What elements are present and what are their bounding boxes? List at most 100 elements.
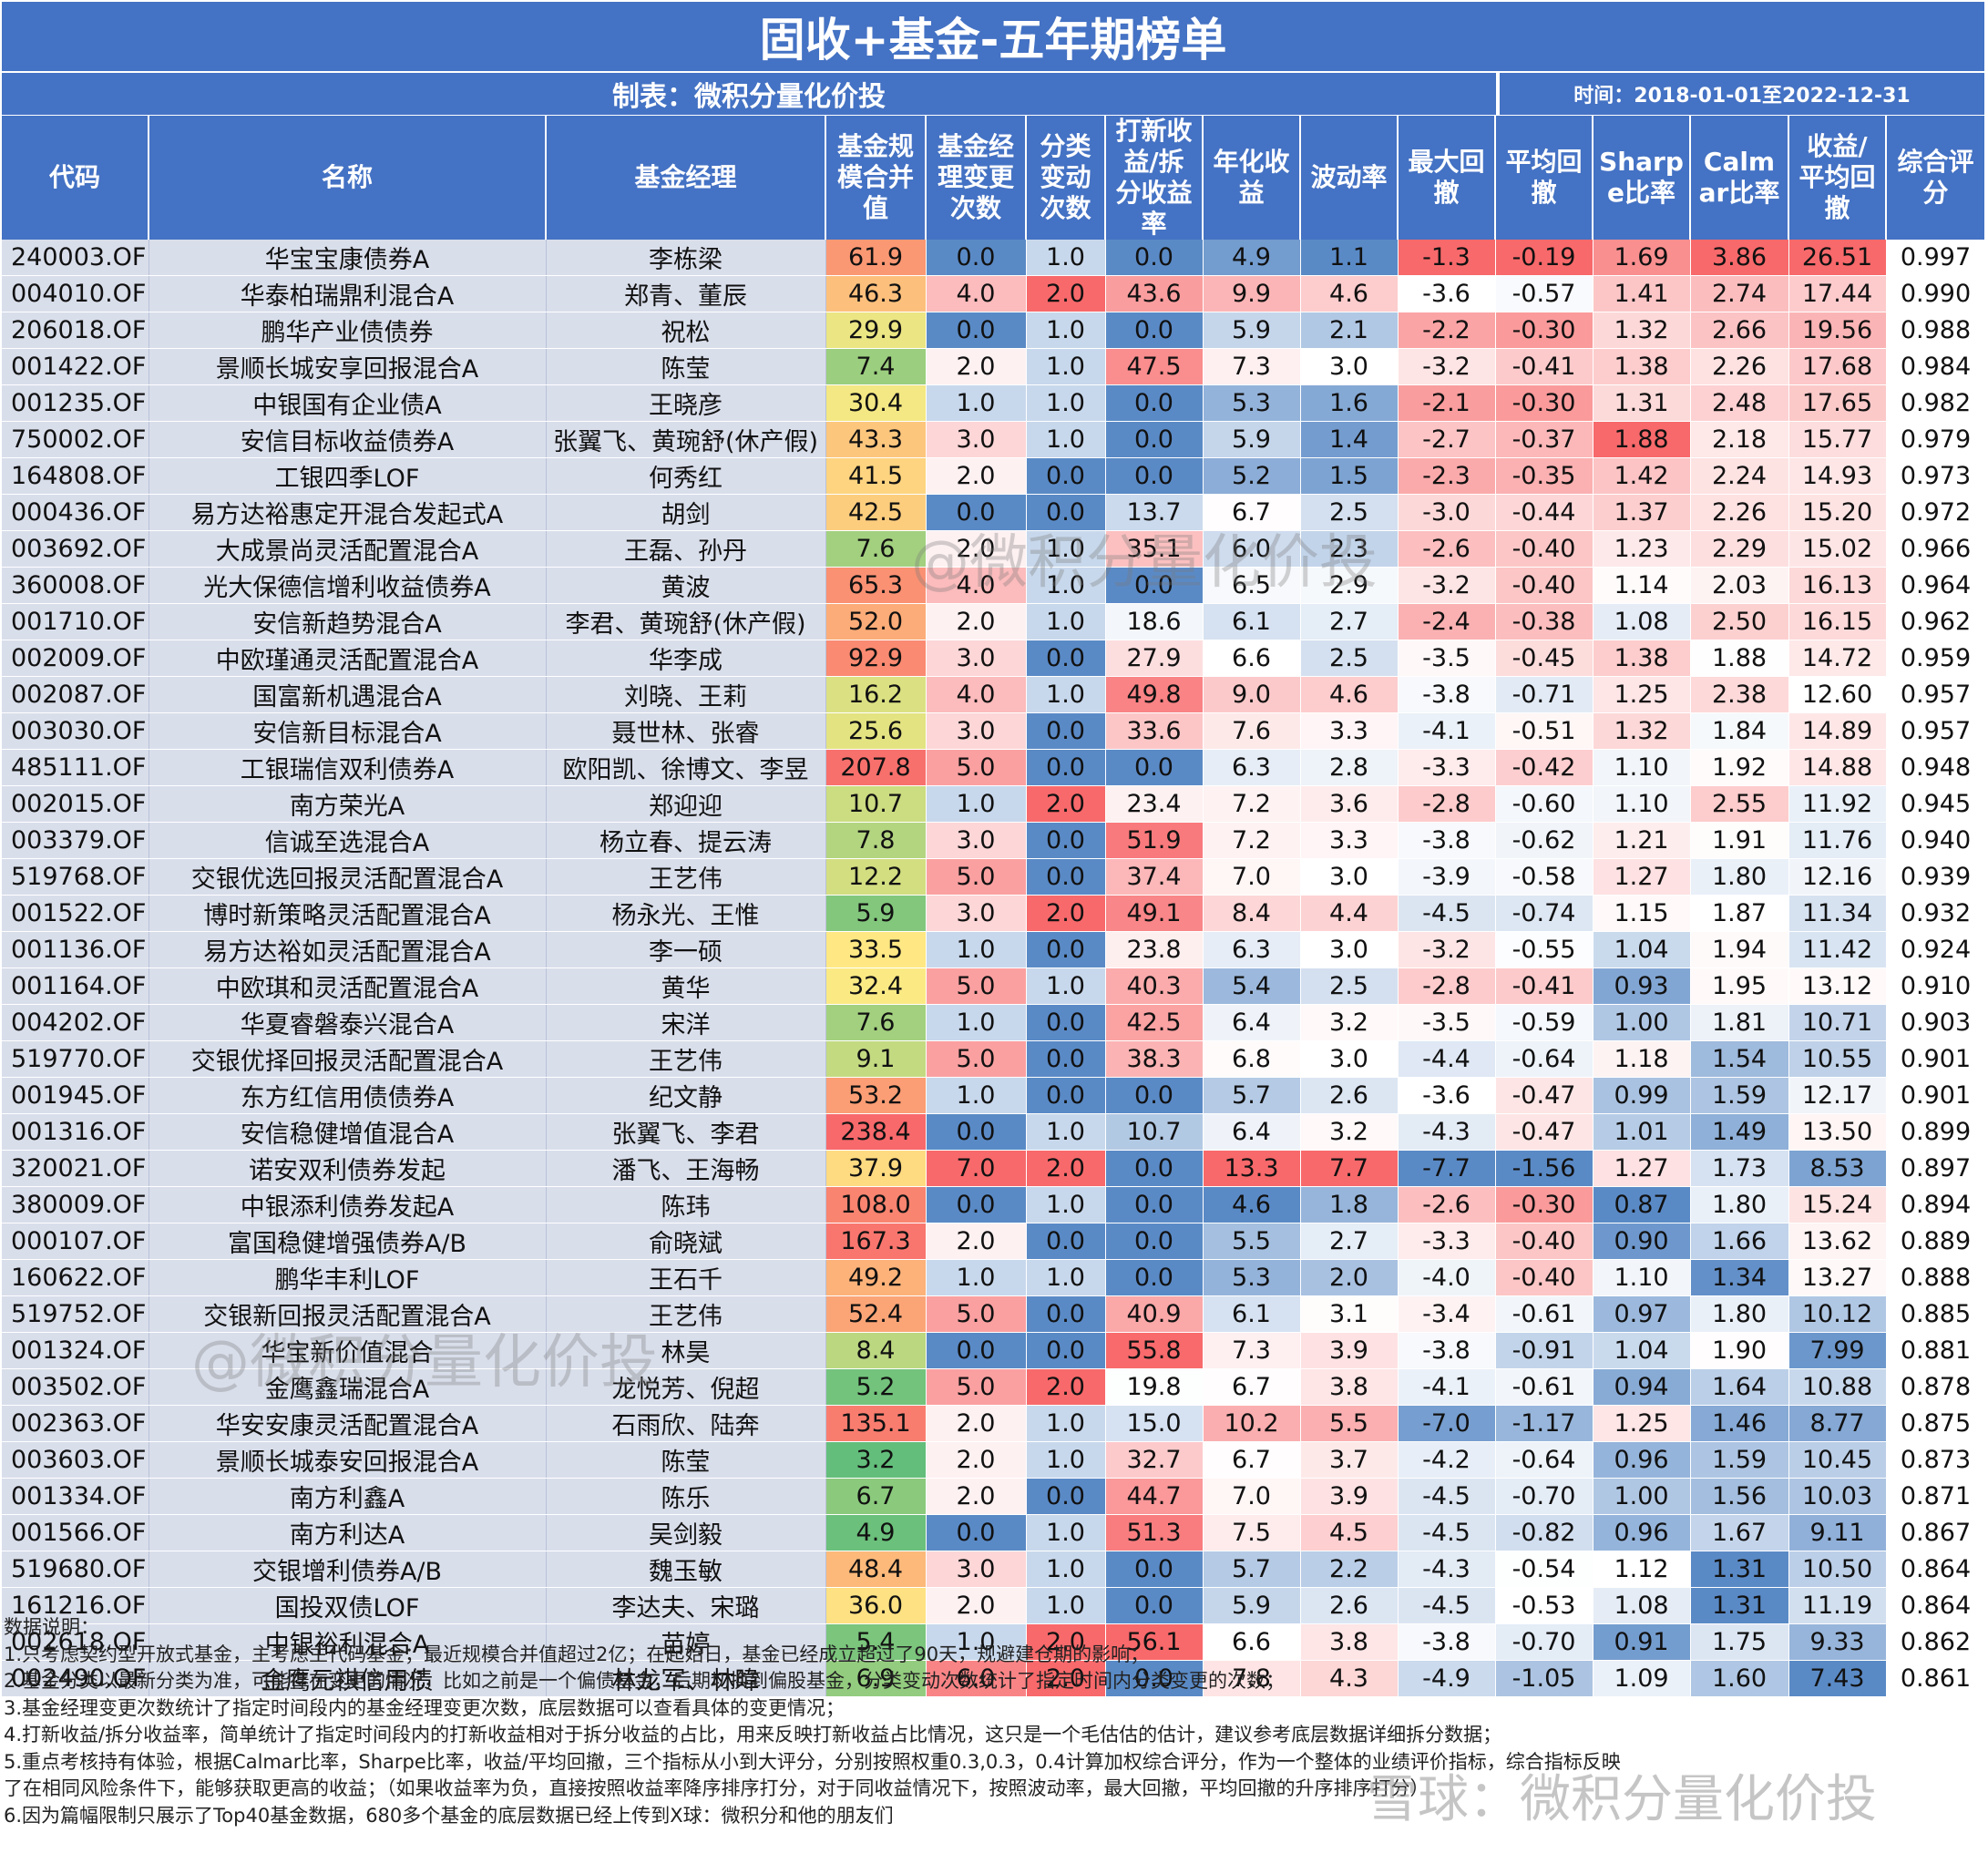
col-header-ipo-ratio[interactable]: 打新收益/拆分收益率 xyxy=(1105,116,1204,240)
table-row[interactable]: 160622.OF 鹏华丰利LOF 王石千 49.2 1.0 1.0 0.0 5.3 2.0 -4… xyxy=(2,1259,1986,1296)
table-row[interactable]: 320021.OF 诺安双利债券发起 潘飞、王海畅 37.9 7.0 2.0 0.0 13.3… xyxy=(2,1150,1986,1187)
col-header-manager-changes[interactable]: 基金经理变更次数 xyxy=(926,116,1027,240)
table-row[interactable]: 161216.OF 国投双债LOF 李达夫、宋璐 36.0 2.0 1.0 0.0 5.9 2.… xyxy=(2,1587,1986,1624)
cell-category-changes: 1.0 xyxy=(1026,1441,1106,1479)
table-row[interactable]: 003030.OF 安信新目标混合A 聂世林、张睿 25.6 3.0 0.0 33.6 7.6… xyxy=(2,712,1986,750)
cell-volatility: 3.3 xyxy=(1300,822,1399,859)
table-row[interactable]: 003603.OF 景顺长城泰安回报混合A 陈莹 3.2 2.0 1.0 32.7 6.7 3.… xyxy=(2,1441,1986,1479)
table-row[interactable]: 003502.OF 金鹰鑫瑞混合A 龙悦芳、倪超 5.2 5.0 2.0 19.8 6.7 3.… xyxy=(2,1368,1986,1406)
table-row[interactable]: 001566.OF 南方利达A 吴剑毅 4.9 0.0 1.0 51.3 7.5 4.5 -4.5… xyxy=(2,1514,1986,1551)
table-row[interactable]: 206018.OF 鹏华产业债债券 祝松 29.9 0.0 1.0 0.0 5.9 2.1 -2.… xyxy=(2,312,1986,349)
col-header-manager[interactable]: 基金经理 xyxy=(546,116,826,240)
cell-name: 交银优选回报灵活配置混合A xyxy=(149,858,547,896)
cell-manager: 王晓彦 xyxy=(546,384,826,422)
col-header-score[interactable]: 综合评分 xyxy=(1886,116,1986,240)
cell-category-changes: 2.0 xyxy=(1026,785,1106,823)
cell-manager: 宋洋 xyxy=(546,1004,826,1041)
cell-name: 交银新回报灵活配置混合A xyxy=(149,1295,547,1333)
table-row[interactable]: 001945.OF 东方红信用债债券A 纪文静 53.2 1.0 0.0 0.0 5.7 2.6… xyxy=(2,1077,1986,1114)
cell-manager: 陈莹 xyxy=(546,348,826,385)
cell-ipo-ratio: 47.5 xyxy=(1105,348,1204,385)
cell-category-changes: 0.0 xyxy=(1026,640,1106,677)
table-row[interactable]: 001136.OF 易方达裕如灵活配置混合A 李一硕 33.5 1.0 0.0 23.8 6.… xyxy=(2,931,1986,968)
cell-ipo-ratio: 0.0 xyxy=(1105,384,1204,422)
cell-avg-drawdown: -0.44 xyxy=(1495,494,1593,531)
cell-name: 南方利达A xyxy=(149,1514,547,1551)
cell-volatility: 4.3 xyxy=(1300,1660,1399,1697)
table-row[interactable]: 750002.OF 安信目标收益债券A 张翼飞、黄琬舒(休产假) 43.3 3.0 1.0… xyxy=(2,421,1986,458)
table-row[interactable]: 002618.OF 中银裕利混合A 苗婷 5.4 1.0 2.0 56.1 6.6 3.8 -3.… xyxy=(2,1623,1986,1661)
cell-max-drawdown: -3.6 xyxy=(1398,275,1496,312)
table-row[interactable]: 519752.OF 交银新回报灵活配置混合A 王艺伟 52.4 5.0 0.0 40.9 6.… xyxy=(2,1295,1986,1333)
cell-code: 161216.OF xyxy=(2,1587,149,1624)
col-header-return-avg-dd[interactable]: 收益/平均回撤 xyxy=(1788,116,1887,240)
cell-calmar: 1.56 xyxy=(1690,1478,1789,1515)
cell-sharpe: 1.38 xyxy=(1593,348,1691,385)
cell-manager: 张翼飞、黄琬舒(休产假) xyxy=(546,421,826,458)
cell-manager: 杨永光、王惟 xyxy=(546,895,826,932)
table-row[interactable]: 002363.OF 华安安康灵活配置混合A 石雨欣、陆奔 135.1 2.0 1.0 15.… xyxy=(2,1405,1986,1442)
table-row[interactable]: 001710.OF 安信新趋势混合A 李君、黄琬舒(休产假) 52.0 2.0 1.0 18… xyxy=(2,603,1986,640)
col-header-scale[interactable]: 基金规模合并值 xyxy=(825,116,927,240)
cell-score: 0.957 xyxy=(1886,712,1986,750)
cell-annual-return: 8.4 xyxy=(1203,895,1301,932)
cell-manager: 纪文静 xyxy=(546,1077,826,1114)
cell-category-changes: 2.0 xyxy=(1026,275,1106,312)
table-row[interactable]: 001316.OF 安信稳健增值混合A 张翼飞、李君 238.4 0.0 1.0 10.7 6… xyxy=(2,1113,1986,1151)
table-row[interactable]: 519680.OF 交银增利债券A/B 魏玉敏 48.4 3.0 1.0 0.0 5.7 2.2… xyxy=(2,1551,1986,1588)
cell-scale: 41.5 xyxy=(825,457,927,495)
table-row[interactable]: 002009.OF 中欧瑾通灵活配置混合A 华李成 92.9 3.0 0.0 27.9 6.6… xyxy=(2,640,1986,677)
cell-manager-changes: 0.0 xyxy=(926,1332,1027,1369)
table-row[interactable]: 519770.OF 交银优择回报灵活配置混合A 王艺伟 9.1 5.0 0.0 38.3 6.… xyxy=(2,1040,1986,1078)
col-header-code[interactable]: 代码 xyxy=(2,116,149,240)
cell-sharpe: 1.00 xyxy=(1593,1004,1691,1041)
col-header-calmar[interactable]: Calmar比率 xyxy=(1690,116,1789,240)
table-row[interactable]: 000107.OF 富国稳健增强债券A/B 俞晓斌 167.3 2.0 0.0 0.0 5.5… xyxy=(2,1223,1986,1260)
cell-score: 0.966 xyxy=(1886,530,1986,568)
table-row[interactable]: 003692.OF 大成景尚灵活配置混合A 王磊、孙丹 7.6 2.0 1.0 35.1 6.… xyxy=(2,530,1986,568)
cell-ipo-ratio: 37.4 xyxy=(1105,858,1204,896)
table-row[interactable]: 001522.OF 博时新策略灵活配置混合A 杨永光、王惟 5.9 3.0 2.0 49.1… xyxy=(2,895,1986,932)
table-row[interactable]: 001324.OF 华宝新价值混合 林昊 8.4 0.0 0.0 55.8 7.3 3.9 -3.… xyxy=(2,1332,1986,1369)
cell-category-changes: 1.0 xyxy=(1026,530,1106,568)
cell-code: 001235.OF xyxy=(2,384,149,422)
col-header-sharpe[interactable]: Sharpe比率 xyxy=(1593,116,1691,240)
table-row[interactable]: 004010.OF 华泰柏瑞鼎利混合A 郑青、董辰 46.3 4.0 2.0 43.6 9.9… xyxy=(2,275,1986,312)
cell-calmar: 1.34 xyxy=(1690,1259,1789,1296)
table-row[interactable]: 002015.OF 南方荣光A 郑迎迎 10.7 1.0 2.0 23.4 7.2 3.6 -2.… xyxy=(2,785,1986,823)
table-row[interactable]: 360008.OF 光大保德信增利收益债券A 黄波 65.3 4.0 1.0 0.0 6.5 2… xyxy=(2,567,1986,604)
cell-sharpe: 0.87 xyxy=(1593,1186,1691,1223)
table-row[interactable]: 001422.OF 景顺长城安享回报混合A 陈莹 7.4 2.0 1.0 47.5 7.3 3.… xyxy=(2,348,1986,385)
col-header-volatility[interactable]: 波动率 xyxy=(1300,116,1399,240)
col-header-name[interactable]: 名称 xyxy=(149,116,547,240)
cell-sharpe: 1.14 xyxy=(1593,567,1691,604)
cell-code: 001566.OF xyxy=(2,1514,149,1551)
cell-ipo-ratio: 42.5 xyxy=(1105,1004,1204,1041)
table-row[interactable]: 519768.OF 交银优选回报灵活配置混合A 王艺伟 12.2 5.0 0.0 37.4 7… xyxy=(2,858,1986,896)
table-row[interactable]: 485111.OF 工银瑞信双利债券A 欧阳凯、徐博文、李昱 207.8 5.0 0.0 0… xyxy=(2,749,1986,786)
col-header-max-drawdown[interactable]: 最大回撤 xyxy=(1398,116,1496,240)
cell-calmar: 1.49 xyxy=(1690,1113,1789,1151)
cell-return-avg-dd: 10.45 xyxy=(1788,1441,1887,1479)
cell-name: 安信新目标混合A xyxy=(149,712,547,750)
table-row[interactable]: 380009.OF 中银添利债券发起A 陈玮 108.0 0.0 1.0 0.0 4.6 1.8… xyxy=(2,1186,1986,1223)
table-row[interactable]: 003379.OF 信诚至选混合A 杨立春、提云涛 7.8 3.0 0.0 51.9 7.2 3… xyxy=(2,822,1986,859)
table-row[interactable]: 001334.OF 南方利鑫A 陈乐 6.7 2.0 0.0 44.7 7.0 3.9 -4.5-… xyxy=(2,1478,1986,1515)
table-row[interactable]: 000436.OF 易方达裕惠定开混合发起式A 胡剑 42.5 0.0 0.0 13.7 6.… xyxy=(2,494,1986,531)
cell-volatility: 7.7 xyxy=(1300,1150,1399,1187)
table-row[interactable]: 001164.OF 中欧琪和灵活配置混合A 黄华 32.4 5.0 1.0 40.3 5.4 2… xyxy=(2,967,1986,1005)
col-header-category-changes[interactable]: 分类变动次数 xyxy=(1026,116,1106,240)
table-row[interactable]: 001235.OF 中银国有企业债A 王晓彦 30.4 1.0 1.0 0.0 5.3 1.6-… xyxy=(2,384,1986,422)
cell-manager-changes: 4.0 xyxy=(926,275,1027,312)
table-row[interactable]: 004202.OF 华夏睿磐泰兴混合A 宋洋 7.6 1.0 0.0 42.5 6.4 3.2-… xyxy=(2,1004,1986,1041)
cell-code: 240003.OF xyxy=(2,240,149,276)
col-header-avg-drawdown[interactable]: 平均回撤 xyxy=(1495,116,1593,240)
cell-code: 000107.OF xyxy=(2,1223,149,1260)
table-row[interactable]: 002087.OF 国富新机遇混合A 刘晓、王莉 16.2 4.0 1.0 49.8 9.0 4… xyxy=(2,676,1986,713)
table-row[interactable]: 240003.OF 华宝宝康债券A 李栋梁 61.9 0.0 1.0 0.0 4.9 1.1 -1… xyxy=(2,240,1986,276)
table-row[interactable]: 164808.OF 工银四季LOF 何秀红 41.5 2.0 0.0 0.0 5.2 1.5 -2… xyxy=(2,457,1986,495)
col-header-annual-return[interactable]: 年化收益 xyxy=(1203,116,1301,240)
table-row[interactable]: 002490.OF 金鹰元祺信用债 林龙军、林暐 6.9 6.0 2.0 0.0 7.8 4.3… xyxy=(2,1660,1986,1697)
cell-max-drawdown: -2.3 xyxy=(1398,457,1496,495)
cell-category-changes: 0.0 xyxy=(1026,749,1106,786)
